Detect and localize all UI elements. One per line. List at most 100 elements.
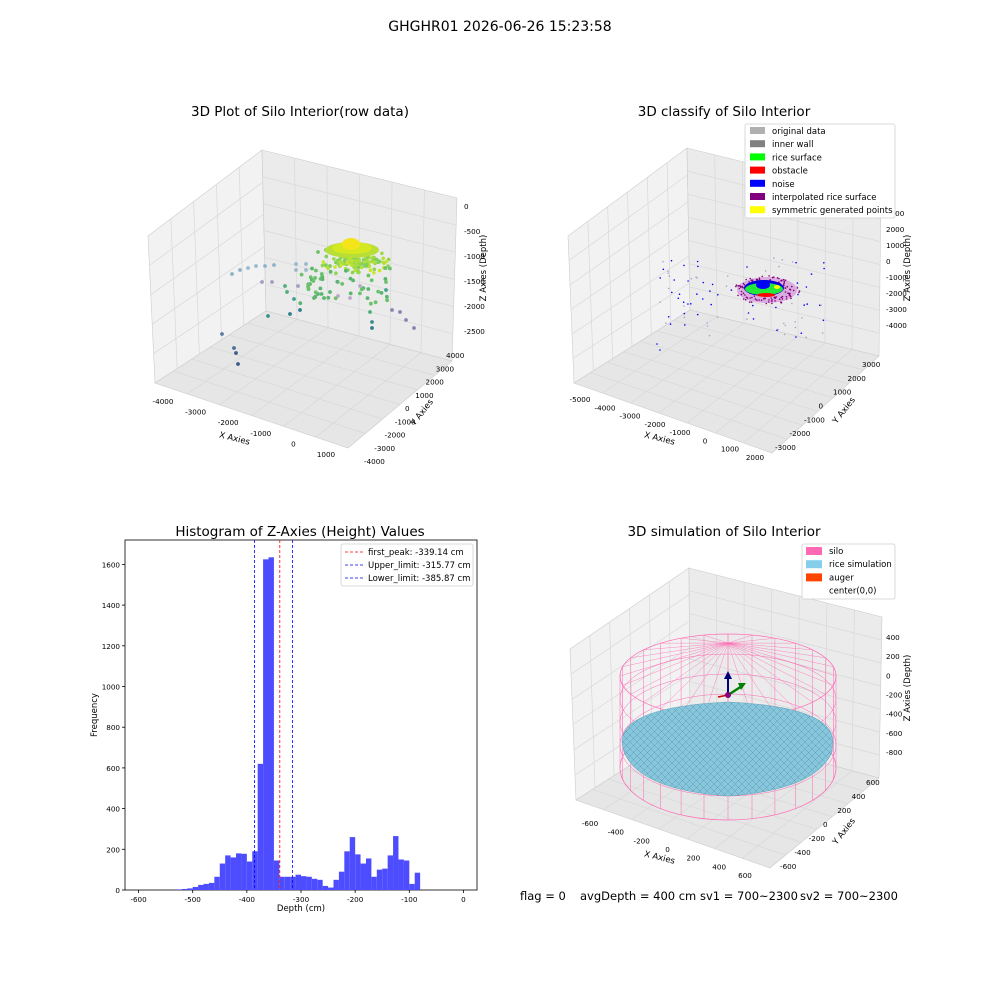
data-point xyxy=(791,285,793,288)
y-tick-label: 1600 xyxy=(102,560,121,569)
data-point xyxy=(774,300,776,302)
data-point xyxy=(706,322,708,324)
grid-line xyxy=(170,218,178,369)
data-point xyxy=(370,326,374,330)
data-point xyxy=(659,301,661,303)
data-point xyxy=(786,285,789,288)
data-point xyxy=(801,317,803,319)
y-tick-label: -1000 xyxy=(395,417,416,426)
y-axis-label: Y Axies xyxy=(830,816,858,848)
data-point xyxy=(794,321,796,323)
data-point xyxy=(791,302,793,305)
data-point xyxy=(783,333,786,336)
data-point xyxy=(238,268,242,272)
data-point xyxy=(369,278,374,283)
data-point xyxy=(270,280,274,284)
data-point xyxy=(781,295,784,298)
panel-simulation-3d: 3D simulation of Silo Interior -600-400-… xyxy=(569,524,913,880)
histogram-bar xyxy=(176,889,182,890)
silo-roof-rib xyxy=(643,642,729,703)
histogram-bar xyxy=(295,874,301,890)
y-tick-label: -1000 xyxy=(804,415,825,424)
histogram-bar xyxy=(198,884,204,890)
rice-simulation-surface xyxy=(621,701,834,797)
data-point xyxy=(776,329,778,332)
data-point xyxy=(313,276,317,280)
x-tick-label: 0 xyxy=(461,895,466,904)
silo-roof-rib xyxy=(630,642,729,695)
data-point xyxy=(294,268,298,272)
data-point xyxy=(785,298,788,300)
data-point xyxy=(368,310,372,314)
silo-roof-rib xyxy=(727,638,775,644)
histogram-bar xyxy=(344,851,350,890)
z-tick-label: 200 xyxy=(886,652,900,661)
silo-roof-rib xyxy=(680,642,729,714)
panel-title: 3D Plot of Silo Interior(row data) xyxy=(191,104,409,120)
y-tick-label: 0 xyxy=(819,402,824,411)
x-tick-label: 200 xyxy=(686,854,700,863)
data-point xyxy=(254,264,258,268)
data-point xyxy=(687,303,689,305)
data-point xyxy=(810,273,813,275)
y-tick-label: -2000 xyxy=(385,431,406,440)
histogram-bar xyxy=(181,888,188,890)
data-point xyxy=(778,277,780,280)
legend-histogram: first_peak: -339.14 cm Upper_limit: -315.… xyxy=(340,543,474,587)
histogram-bar xyxy=(398,859,404,890)
data-point xyxy=(746,266,748,268)
y-tick-label: 1200 xyxy=(102,642,121,651)
data-point xyxy=(805,336,807,339)
histogram-bar xyxy=(279,876,285,890)
y-tick-label: 1000 xyxy=(833,388,852,397)
silo-roof-rib xyxy=(622,642,729,686)
data-point xyxy=(321,260,326,264)
x-tick-label: -100 xyxy=(401,895,418,904)
x-tick-label: -1000 xyxy=(250,429,271,438)
data-point xyxy=(744,294,746,296)
data-point xyxy=(310,266,314,271)
x-tick-label: 600 xyxy=(738,871,752,880)
data-point xyxy=(742,298,745,300)
grid-line xyxy=(686,336,799,424)
data-point xyxy=(683,316,686,319)
data-point xyxy=(683,312,686,315)
data-point xyxy=(316,250,320,254)
histogram-bar xyxy=(403,860,410,890)
data-point xyxy=(710,303,712,306)
legend-swatch xyxy=(750,127,765,134)
panel-raw-3d: 3D Plot of Silo Interior(row data) -4000… xyxy=(147,104,489,466)
x-tick-label: -1000 xyxy=(670,428,691,437)
x-tick-label: -500 xyxy=(185,895,202,904)
histogram-bar xyxy=(219,863,226,890)
data-point xyxy=(743,284,746,286)
histogram-bar xyxy=(376,869,383,890)
legend-label: interpolated rice surface xyxy=(772,193,877,203)
data-point xyxy=(326,295,331,300)
data-point xyxy=(668,287,670,290)
data-point xyxy=(304,262,308,266)
data-point xyxy=(771,299,773,301)
grid-line xyxy=(607,361,803,426)
data-point xyxy=(324,254,329,259)
data-point xyxy=(263,264,267,268)
legend-label: rice surface xyxy=(772,153,822,163)
legend-classify: original data inner wall rice surface obsta… xyxy=(744,123,896,219)
data-point xyxy=(662,260,664,263)
z-tick-label: 0 xyxy=(464,202,469,211)
data-point xyxy=(318,286,323,291)
axis-ticks: -600-400-2000200400600-600-400-200020040… xyxy=(582,633,903,880)
histogram-bar xyxy=(284,876,291,890)
data-point xyxy=(376,289,381,294)
data-point xyxy=(780,296,783,299)
grid-line xyxy=(689,681,880,733)
grid-line xyxy=(265,283,453,335)
z-tick-label: -2000 xyxy=(464,302,485,311)
legend-box xyxy=(801,543,896,600)
data-point xyxy=(299,272,304,277)
y-tick-label: 0 xyxy=(115,886,120,895)
legend-simulation: silo rice simulation auger center(0,0) xyxy=(801,543,896,600)
histogram-bars xyxy=(176,557,421,890)
data-point xyxy=(796,287,799,289)
y-tick-label: -3000 xyxy=(775,443,796,452)
